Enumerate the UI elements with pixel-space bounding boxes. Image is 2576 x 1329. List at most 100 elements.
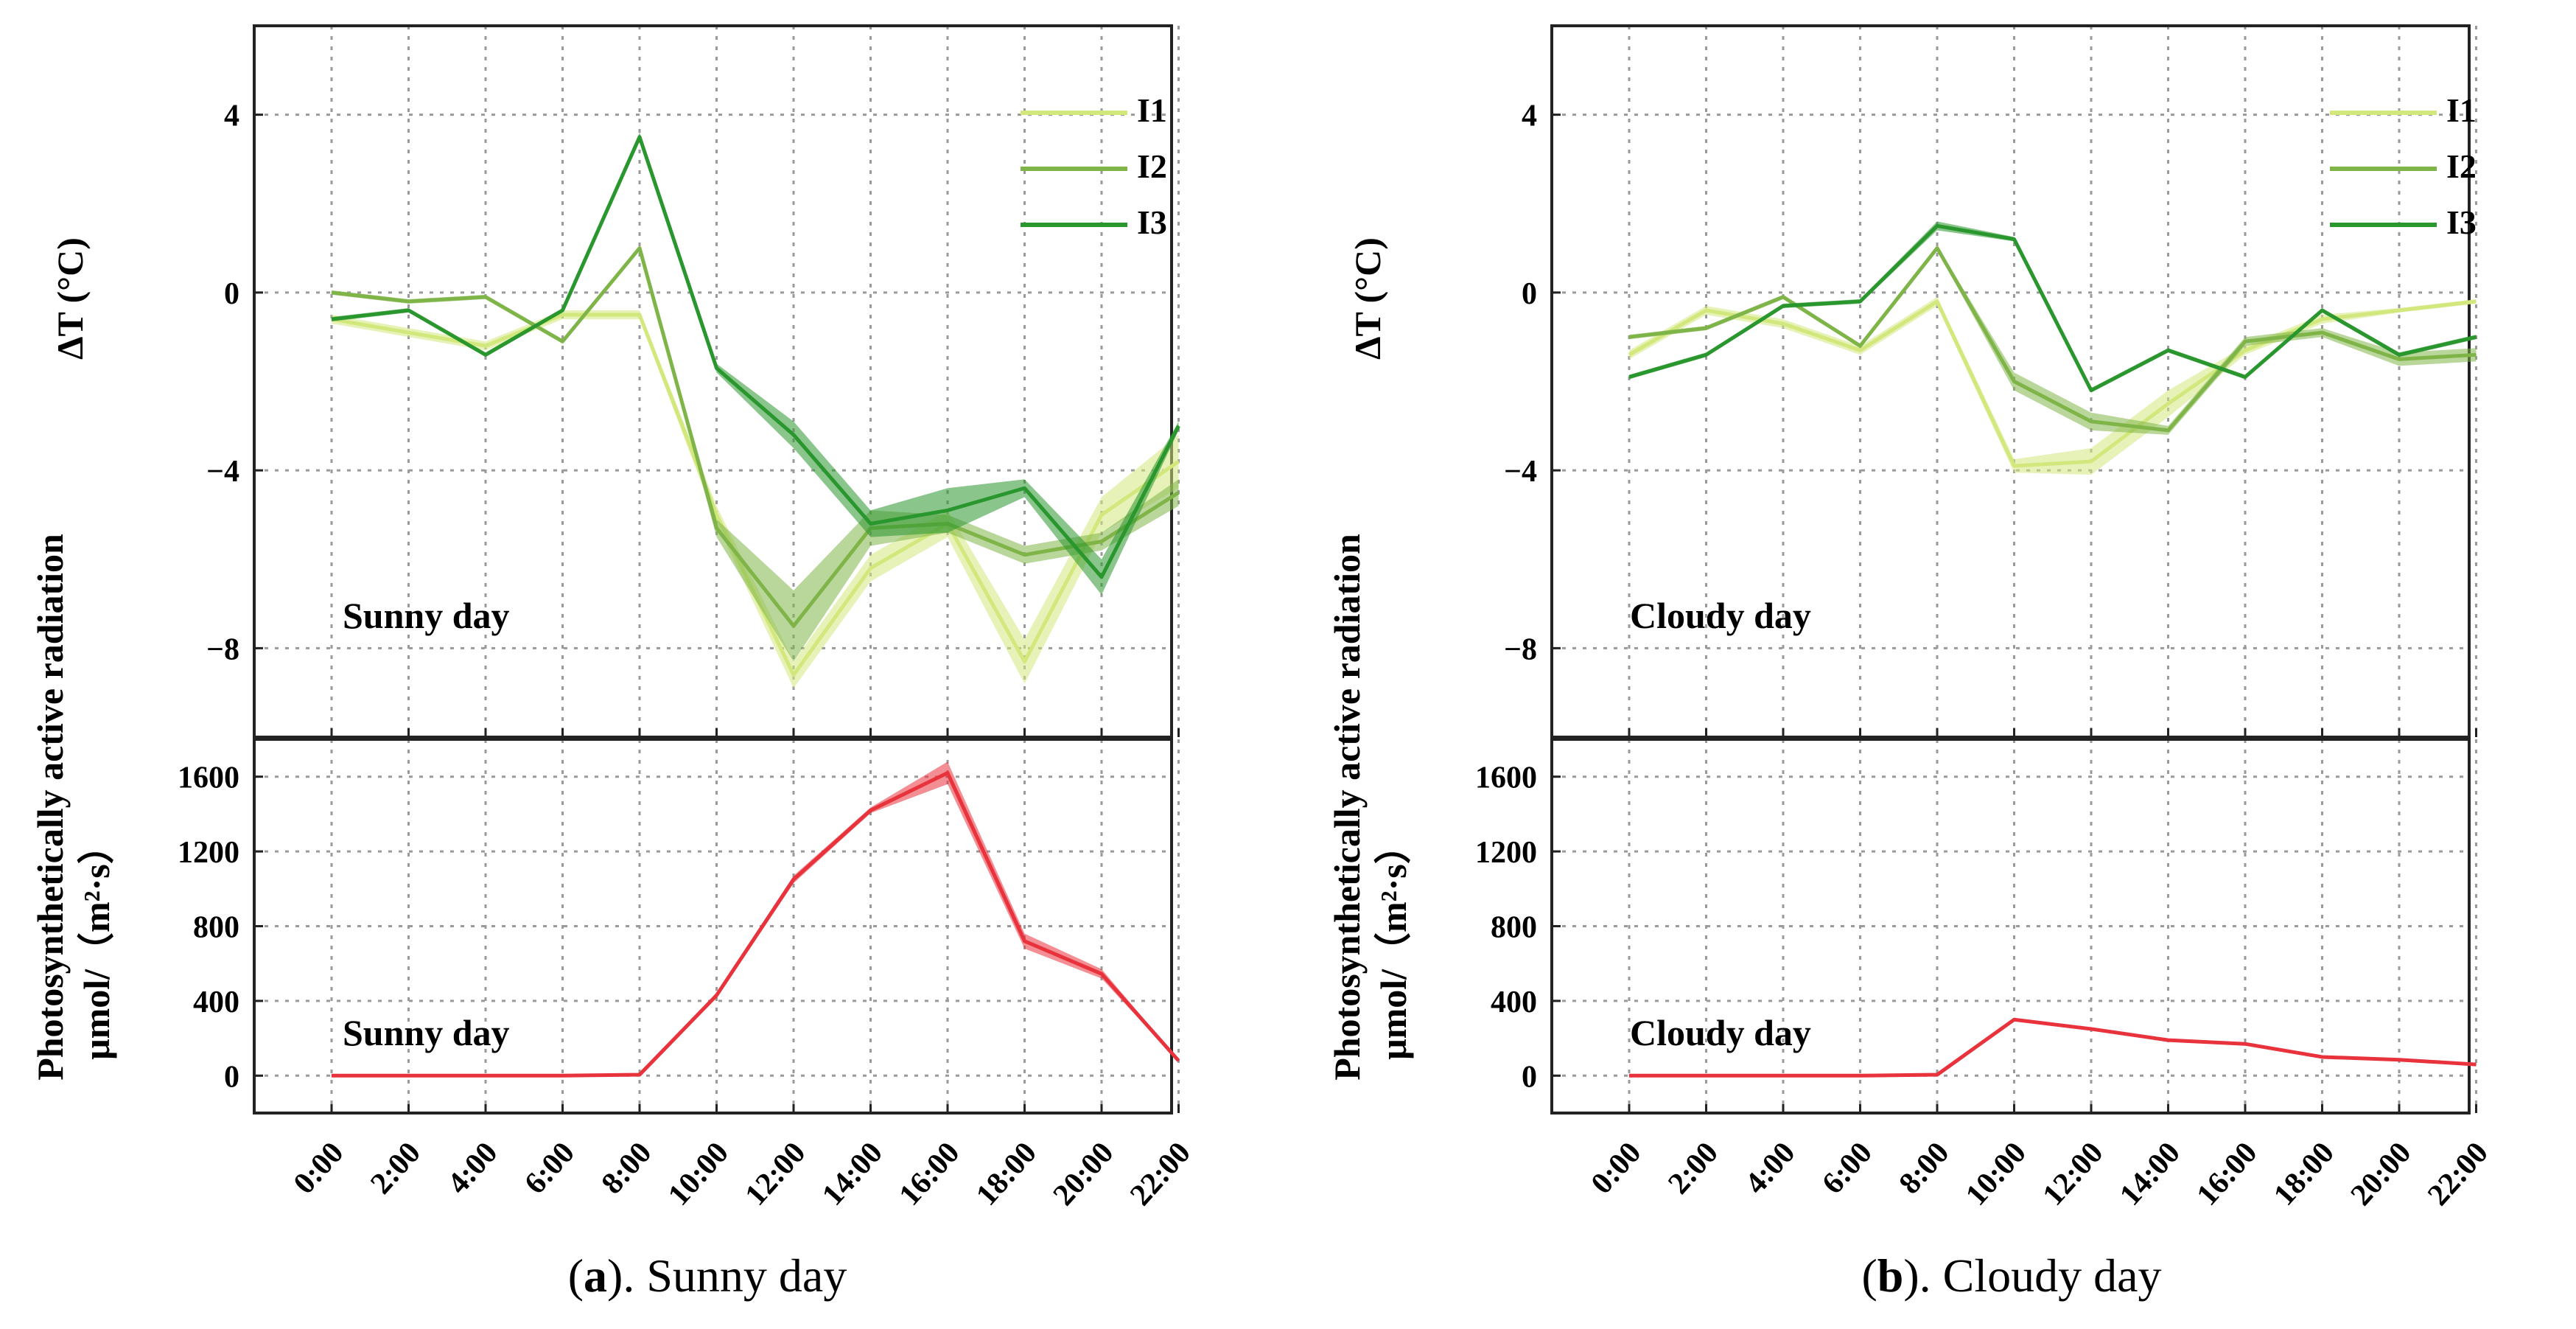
x-tick-label: 12:00 (2037, 1136, 2110, 1213)
x-tick-label: 4:00 (441, 1136, 505, 1201)
legend-label-I2: I2 (2446, 147, 2477, 185)
series-line-I3 (331, 135, 1180, 579)
series-line-I2 (1628, 246, 2477, 433)
data-point-I1 (1178, 461, 1179, 462)
plot-frame (1550, 24, 2471, 739)
data-point-I1 (2090, 461, 2092, 462)
right-par-ylabel-line1: Photosynthetically active radiation (1326, 534, 1368, 1081)
x-tick-label: 6:00 (1816, 1136, 1879, 1201)
y-tick-label: 800 (1491, 911, 1537, 945)
data-point-I1 (1024, 660, 1025, 662)
x-tick-label: 14:00 (816, 1136, 889, 1213)
series-line-I2 (331, 246, 1180, 628)
data-point-I1 (2244, 349, 2246, 351)
data-point-I2 (562, 341, 563, 342)
x-tick-label: 22:00 (2421, 1136, 2495, 1213)
x-tick-label: 2:00 (1662, 1136, 1725, 1201)
x-tick-label: 16:00 (893, 1136, 967, 1213)
data-point-PAR (1628, 1075, 1630, 1076)
legend-label-I3: I3 (2446, 203, 2477, 241)
data-point-I1 (2398, 310, 2400, 311)
data-point-I3 (2014, 239, 2015, 240)
x-tick-label: 12:00 (739, 1136, 813, 1213)
x-tick-label: 10:00 (1959, 1136, 2033, 1213)
y-tick-label: −8 (206, 632, 239, 666)
panel-label: Sunny day (343, 1012, 510, 1053)
right-par-ylabel-line2: μmol/（m²·s） (1373, 827, 1414, 1060)
data-point-PAR (562, 1075, 563, 1076)
series-line-PAR (1629, 1017, 2477, 1078)
data-point-I1 (1706, 310, 1707, 311)
legend-label-I1: I1 (2446, 91, 2477, 129)
legend-label-I1: I1 (1137, 91, 1167, 129)
x-tick-label: 0:00 (287, 1136, 351, 1201)
y-tick-label: 1600 (178, 761, 239, 795)
series-line-PAR (332, 771, 1180, 1078)
data-point-I1 (1860, 349, 1861, 351)
y-tick-label: 0 (224, 1060, 239, 1094)
chart-b-par: 1600 1200 800 400 0 0:00 2:00 4:00 6:00 8:00 10:00… (1475, 738, 2495, 1213)
y-tick-label: 400 (1491, 986, 1537, 1019)
chart-a-par: 1600 1200 800 400 0 0:00 2:00 4:00 6:00 8:00 10:00… (178, 738, 1197, 1213)
data-point-I3 (716, 367, 717, 369)
data-point-PAR (2168, 1039, 2169, 1041)
data-point-I2 (1628, 336, 1630, 338)
y-tick-label: 0 (1522, 1060, 1537, 1094)
y-tick-label: 0 (1522, 277, 1537, 311)
series-band-I3 (1629, 221, 2477, 393)
data-point-PAR (2090, 1028, 2092, 1030)
data-point-I1 (2014, 465, 2015, 467)
data-point-PAR (2322, 1056, 2323, 1058)
left-par-ylabel-line1: Photosynthetically active radiation (29, 534, 71, 1081)
x-tick-label: 0:00 (1585, 1136, 1648, 1201)
y-tick-label: −4 (206, 455, 239, 489)
caption-b: (b). Cloudy day (1861, 1249, 2161, 1302)
data-point-PAR (716, 994, 717, 996)
x-tick-label: 18:00 (2267, 1136, 2341, 1213)
panel-label: Cloudy day (1630, 595, 1811, 636)
y-tick-label: −4 (1504, 455, 1537, 489)
y-tick-label: 1600 (1475, 761, 1537, 795)
data-point-I3 (2322, 310, 2323, 311)
data-point-I1 (2322, 318, 2323, 320)
x-tick-label: 8:00 (1893, 1136, 1956, 1201)
data-point-PAR (2014, 1019, 2015, 1020)
y-tick-label: 0 (224, 277, 239, 311)
x-tick-label: 8:00 (595, 1136, 659, 1201)
data-point-I1 (716, 514, 717, 515)
panel-label: Sunny day (343, 595, 510, 636)
data-point-PAR (1860, 1075, 1861, 1076)
data-point-I3 (408, 310, 409, 311)
x-tick-label: 2:00 (364, 1136, 427, 1201)
y-tick-label: 4 (1522, 100, 1537, 133)
left-par-ylabel-line2: μmol/（m²·s） (76, 827, 117, 1060)
series-band-I3 (332, 132, 1179, 595)
data-point-I3 (1782, 305, 1784, 307)
data-point-I2 (2244, 341, 2246, 342)
data-point-PAR (870, 809, 871, 811)
y-tick-label: 4 (224, 100, 239, 133)
data-point-I2 (1178, 492, 1179, 493)
data-point-PAR (1706, 1075, 1707, 1076)
plot-frame (253, 24, 1173, 739)
x-tick-label: 18:00 (970, 1136, 1043, 1213)
x-tick-label: 10:00 (662, 1136, 735, 1213)
x-tick-label: 20:00 (1047, 1136, 1121, 1213)
y-tick-label: 1200 (1475, 836, 1537, 870)
data-point-PAR (2398, 1059, 2400, 1061)
right-temp-ylabel: ΔT (°C) (1347, 237, 1388, 360)
x-tick-label: 20:00 (2345, 1136, 2418, 1213)
data-point-I2 (716, 528, 717, 529)
legend-label-I2: I2 (1137, 147, 1167, 185)
x-tick-label: 16:00 (2191, 1136, 2264, 1213)
data-point-I3 (1178, 425, 1179, 427)
data-point-I2 (2398, 358, 2400, 360)
data-point-I3 (2168, 349, 2169, 351)
y-tick-label: 400 (193, 986, 239, 1019)
chart-b-temp: 4 0 −4 −8 Cloudy day I1 I2 I3 (1504, 24, 2477, 739)
data-point-I3 (562, 310, 563, 311)
data-point-I3 (870, 523, 871, 524)
data-point-I2 (1024, 554, 1025, 556)
data-point-I3 (1024, 487, 1025, 489)
